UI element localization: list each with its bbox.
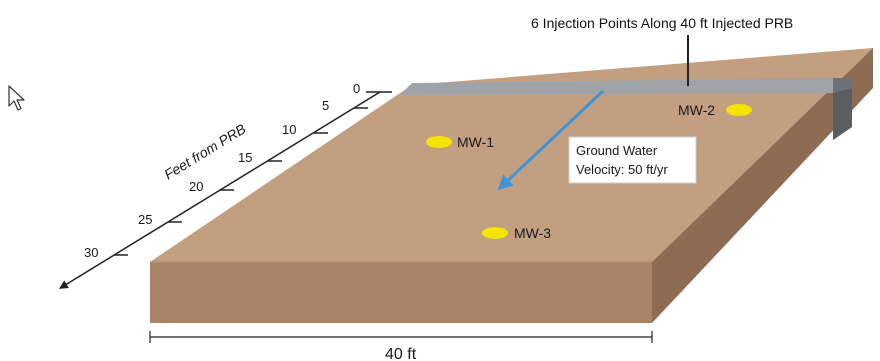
prb-end-shade [833, 88, 852, 140]
well-label-mw1: MW-1 [457, 134, 494, 150]
flow-label-line2: Velocity: 50 ft/yr [576, 162, 668, 177]
mouse-pointer-icon [8, 85, 25, 111]
flow-label-box: Ground Water Velocity: 50 ft/yr [568, 136, 697, 184]
prb-callout: 6 Injection Points Along 40 ft Injected … [531, 15, 793, 86]
prb-top-strip [400, 78, 833, 95]
axis-tick-label-5: 5 [322, 98, 329, 113]
axis-tick-label-20: 20 [189, 179, 203, 194]
width-dimension [149, 331, 653, 343]
axis-tick-label-10: 10 [282, 122, 296, 137]
callout-title: 6 Injection Points Along 40 ft Injected … [531, 15, 793, 31]
flow-label-line1: Ground Water [576, 143, 658, 158]
well-marker-mw3 [482, 227, 508, 239]
axis-tick-label-0: 0 [353, 81, 360, 96]
axis-ticks [114, 91, 380, 256]
well-marker-mw1 [426, 136, 452, 148]
prb-barrier [400, 78, 852, 140]
width-label: 40 ft [385, 346, 417, 361]
monitoring-well-mw3: MW-3 [482, 225, 551, 241]
soil-side-face [652, 48, 873, 323]
soil-top-surface [150, 48, 873, 262]
groundwater-flow-arrow [497, 89, 605, 191]
axis-tick-label-25: 25 [138, 212, 152, 227]
soil-block [150, 48, 873, 323]
axis-title: Feet from PRB [161, 121, 248, 183]
well-label-mw2: MW-2 [678, 102, 715, 118]
axis-tick-label-30: 30 [84, 245, 98, 260]
well-marker-mw2 [726, 104, 752, 116]
monitoring-well-mw2: MW-2 [678, 102, 752, 118]
soil-front-face [150, 262, 652, 323]
well-label-mw3: MW-3 [514, 225, 551, 241]
axis-tick-label-15: 15 [238, 150, 252, 165]
monitoring-well-mw1: MW-1 [426, 134, 494, 150]
